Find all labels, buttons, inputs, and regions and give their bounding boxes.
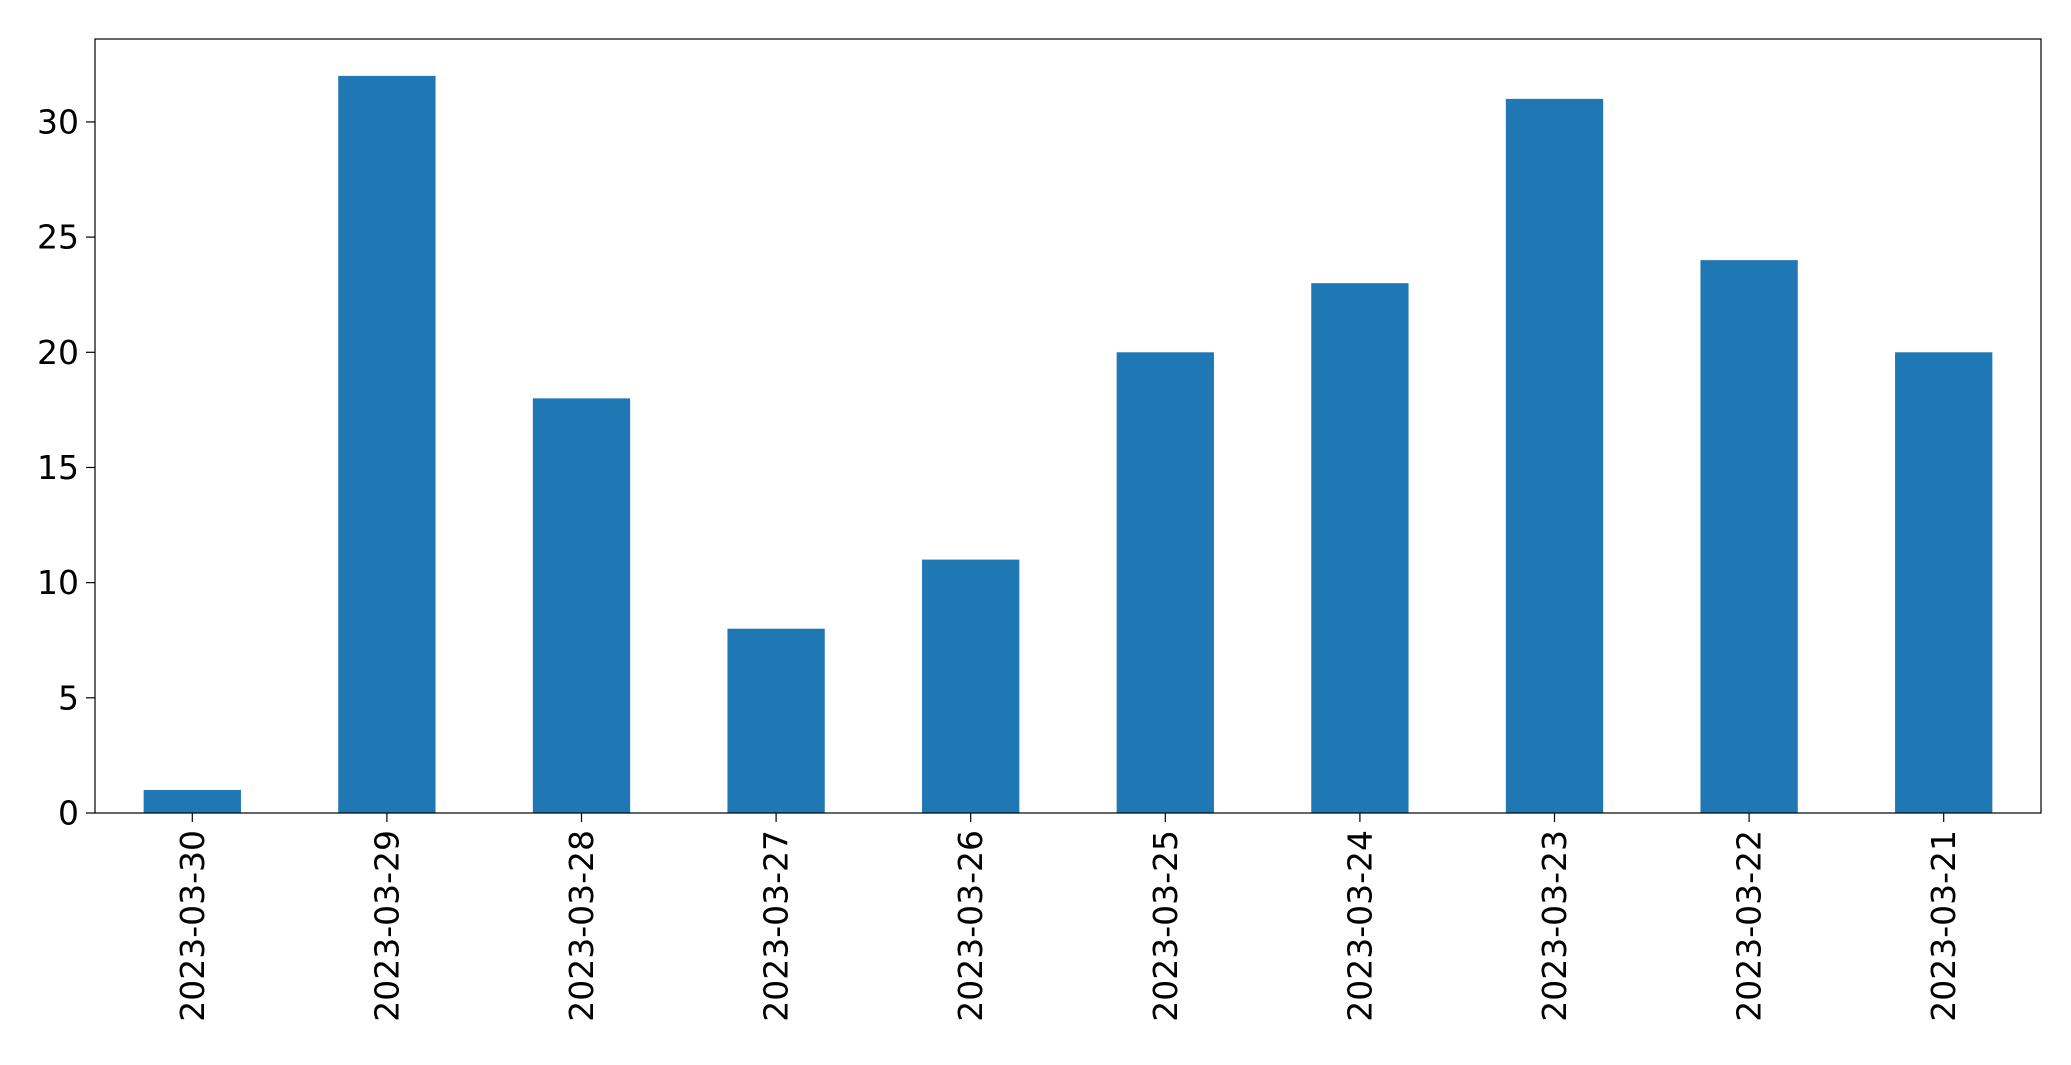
plot-frame [94, 38, 2042, 814]
x-tick-label-2023-03-29: 2023-03-29 [367, 830, 406, 1022]
axes-layer [94, 38, 2042, 814]
x-tick-label-2023-03-26: 2023-03-26 [951, 830, 990, 1022]
bar-2023-03-24 [1311, 283, 1409, 813]
bar-2023-03-21 [1895, 352, 1993, 813]
bars-layer [143, 75, 1993, 814]
bar-2023-03-25 [1116, 352, 1214, 813]
y-tick-label: 20 [37, 333, 79, 372]
bar-2023-03-26 [922, 559, 1020, 813]
bar-2023-03-27 [727, 628, 825, 813]
y-tick-label: 15 [37, 448, 79, 487]
bar-2023-03-28 [532, 398, 631, 813]
bar-2023-03-29 [338, 75, 436, 814]
y-tick-label: 5 [58, 678, 79, 717]
x-tick-label-2023-03-25: 2023-03-25 [1146, 830, 1185, 1022]
y-tick-label: 10 [37, 563, 79, 602]
x-tick-label-2023-03-30: 2023-03-30 [173, 830, 212, 1022]
y-tick-label: 25 [37, 218, 79, 257]
y-tick-label: 30 [37, 102, 79, 141]
bar-2023-03-23 [1505, 98, 1604, 813]
x-tick-label-2023-03-23: 2023-03-23 [1535, 830, 1574, 1022]
x-tick-label-2023-03-22: 2023-03-22 [1730, 830, 1769, 1022]
x-tick-label-2023-03-27: 2023-03-27 [757, 830, 796, 1022]
bar-2023-03-22 [1700, 260, 1798, 814]
x-tick-label-2023-03-24: 2023-03-24 [1340, 830, 1379, 1022]
ticks-layer: 0 5 10 15 20 25 30 2023-03-30 2023-03-29 2023-03-… [37, 102, 1963, 1021]
x-tick-label-2023-03-28: 2023-03-28 [562, 830, 601, 1022]
x-tick-label-2023-03-21: 2023-03-21 [1924, 830, 1963, 1022]
bar-2023-03-30 [143, 789, 241, 813]
y-tick-label: 0 [58, 794, 79, 833]
